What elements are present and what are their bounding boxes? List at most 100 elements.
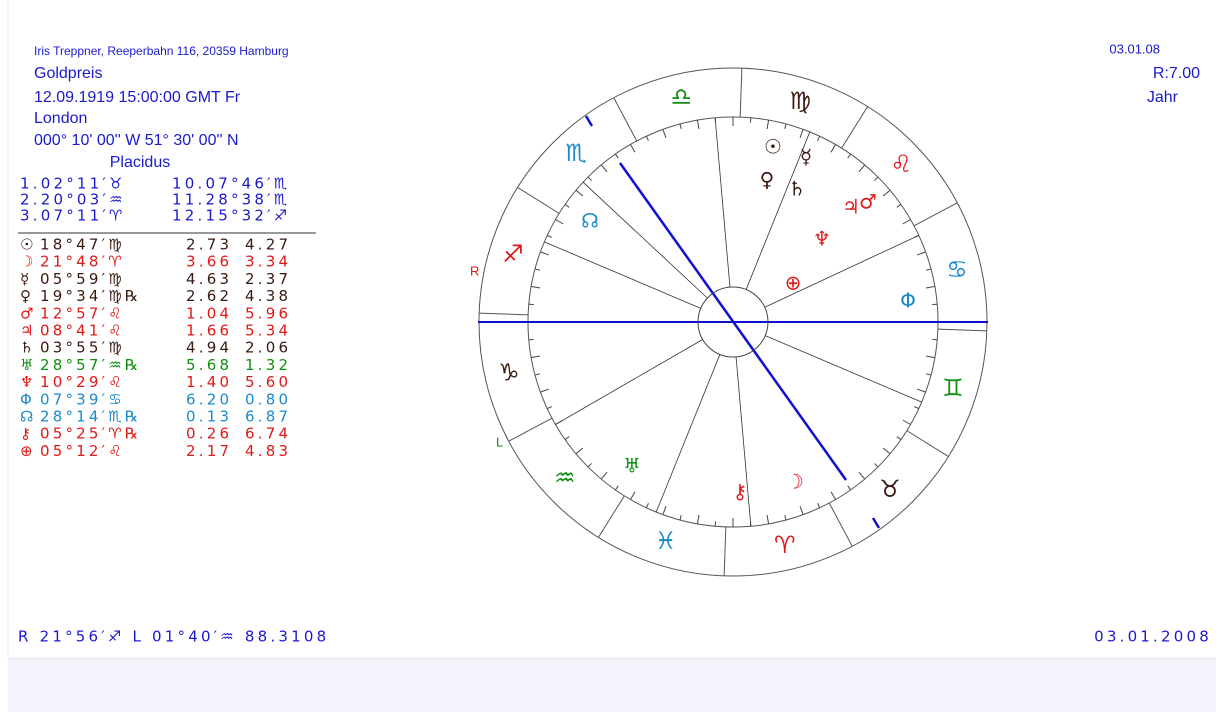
wheel-planet: ♄ [788,177,806,201]
planet-symbol: ♃ [20,322,37,340]
planet-symbol: ☉ [20,236,37,254]
sign-boundary [938,329,987,331]
planet-value: 1.66 [186,322,232,340]
house-cusp: 3.07°11′♈ [20,207,126,225]
planet-position: 10°29′♌ [40,373,125,391]
planet-position: 05°59′♍ [40,270,125,288]
degree-tick [540,252,548,255]
house-line [544,242,700,308]
planet-value: 4.94 [186,339,232,357]
planet-symbol: Φ [20,390,35,408]
datetime: 12.09.1919 15:00:00 GMT Fr [34,89,241,106]
wheel-planet: ☿ [800,145,812,169]
degree-tick [697,515,699,524]
mc-mark [586,116,592,126]
sign-boundary [740,68,742,117]
planet-position: 08°41′♌ [40,322,125,340]
degree-tick [914,407,919,409]
center-circle [698,287,768,357]
house-line [715,118,730,287]
degree-tick [831,144,836,152]
sign-glyph: ♈ [774,531,796,559]
degree-tick [601,472,607,479]
period: Jahr [1147,89,1179,106]
sign-boundary [724,527,726,576]
degree-tick [615,154,618,158]
planet-value: 4.38 [245,287,291,305]
planet-value: 5.96 [245,304,291,322]
degree-tick [531,286,540,288]
planet-position: 18°47′♍ [40,236,125,254]
degree-tick [883,190,890,196]
planet-position: 19°34′♍℞ [40,287,142,305]
planet-symbol: ♅ [20,356,37,374]
wheel-planet: ♆ [813,227,831,251]
planet-symbol: ♀ [20,287,34,305]
planet-position: 05°25′♈℞ [40,425,142,443]
date: 03.01.08 [1109,41,1160,56]
planet-symbol: ♂ [20,304,37,322]
wheel-planet: ♂ [859,190,877,214]
degree-tick [531,356,540,358]
footer-right: 03.01.2008 [1094,628,1212,646]
degree-tick [818,503,820,508]
screen: Iris Treppner, Reeperbahn 116, 20359 Ham… [0,0,1224,658]
sign-boundary [907,431,949,457]
degree-tick [631,492,636,500]
planet-value: 2.73 [186,236,232,254]
chart-name: Goldpreis [34,65,102,82]
degree-tick [874,177,878,181]
degree-tick [588,177,592,181]
degree-tick [576,190,583,196]
planet-value: 2.37 [245,270,291,288]
planet-value: 1.32 [245,356,291,374]
planet-value: 6.20 [186,390,232,408]
degree-tick [547,407,552,409]
planet-value: 2.06 [245,339,291,357]
degree-tick [859,472,865,479]
footer-left: R 21°56′♐ L 01°40′♒ 88.3108 [18,628,329,646]
sign-glyph: ♍ [789,87,811,115]
degree-tick [663,129,666,137]
sign-boundary [598,496,624,538]
degree-tick [588,463,592,467]
degree-tick [848,486,851,490]
house-system: Placidus [110,154,170,171]
sign-boundary [829,503,852,546]
degree-tick [917,252,925,255]
sign-glyph: ♒ [554,464,576,492]
wheel: ♈♉♊♋♌♍♎♏♐♑♒♓☉☽☿♀♂♃♄♅♆Φ☊⚷⊕RL [470,68,988,576]
degree-tick [631,144,636,152]
degree-tick [800,506,803,514]
planet-symbol: ♄ [20,339,37,357]
degree-tick [874,463,878,467]
sign-glyph: ♎ [671,83,693,111]
r-value: R:7.00 [1153,65,1200,82]
planet-value: 4.27 [245,236,291,254]
wheel-planet: ♀ [760,168,775,192]
planet-value: 2.62 [186,287,232,305]
degree-tick [565,204,569,207]
sign-boundary [479,313,528,315]
planet-value: 5.68 [186,356,232,374]
sign-boundary [914,203,957,226]
degree-tick [926,356,935,358]
planet-value: 3.66 [186,253,232,271]
degree-tick [883,448,890,454]
degree-tick [831,492,836,500]
wheel-planet: ⚷ [733,480,748,504]
planet-symbol: ⊕ [20,442,36,460]
degree-tick [540,389,548,392]
sign-glyph: ♐ [502,240,524,268]
planet-symbol: ☿ [20,270,32,288]
degree-tick [848,154,851,158]
address: Iris Treppner, Reeperbahn 116, 20359 Ham… [34,44,289,58]
ic-mark [873,518,879,528]
planet-value: 5.60 [245,373,291,391]
house-line [555,340,702,425]
sign-glyph: ♏ [565,139,587,167]
degree-tick [859,165,865,172]
degree-tick [697,120,699,129]
degree-tick [767,515,769,524]
